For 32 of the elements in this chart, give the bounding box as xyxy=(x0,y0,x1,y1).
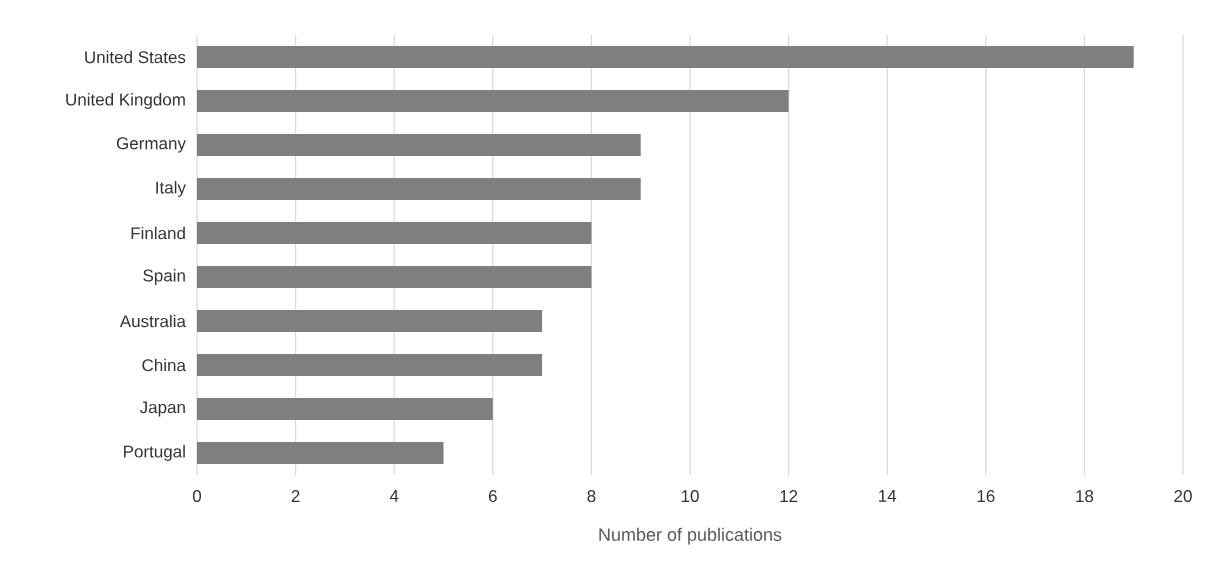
x-tick-label: 0 xyxy=(192,490,202,503)
bar xyxy=(197,398,493,421)
y-tick-label: Japan xyxy=(139,401,185,417)
y-tick-label: Italy xyxy=(156,181,186,197)
bar xyxy=(197,178,641,200)
x-tick-label: 20 xyxy=(1174,490,1192,503)
bar xyxy=(197,354,543,377)
y-tick-label: Germany xyxy=(116,137,186,153)
bar xyxy=(197,222,592,244)
y-tick-label: Finland xyxy=(131,226,185,240)
y-tick-label: United Kingdom xyxy=(66,93,185,109)
y-tick-label: Spain xyxy=(143,269,185,285)
x-tick-label: 8 xyxy=(587,490,596,503)
bar xyxy=(197,134,641,156)
x-tick-label: 6 xyxy=(488,490,497,503)
y-tick-label: Portugal xyxy=(124,445,185,461)
bar xyxy=(197,90,789,112)
y-tick-label: China xyxy=(142,358,186,372)
y-tick-label: United States xyxy=(85,50,186,64)
x-tick-label: 4 xyxy=(389,490,399,502)
bar xyxy=(197,46,1134,68)
bar xyxy=(197,442,444,465)
x-tick-label: 2 xyxy=(291,490,300,502)
x-tick-label: 14 xyxy=(879,490,897,502)
x-tick-label: 18 xyxy=(1076,490,1094,503)
x-tick-label: 16 xyxy=(977,490,995,503)
x-tick-label: 12 xyxy=(780,490,798,502)
x-axis-title: Number of publications xyxy=(599,527,782,545)
y-tick-label: Australia xyxy=(119,314,186,328)
x-tick-label: 10 xyxy=(681,490,699,503)
bar xyxy=(197,266,592,288)
bar xyxy=(197,310,543,333)
